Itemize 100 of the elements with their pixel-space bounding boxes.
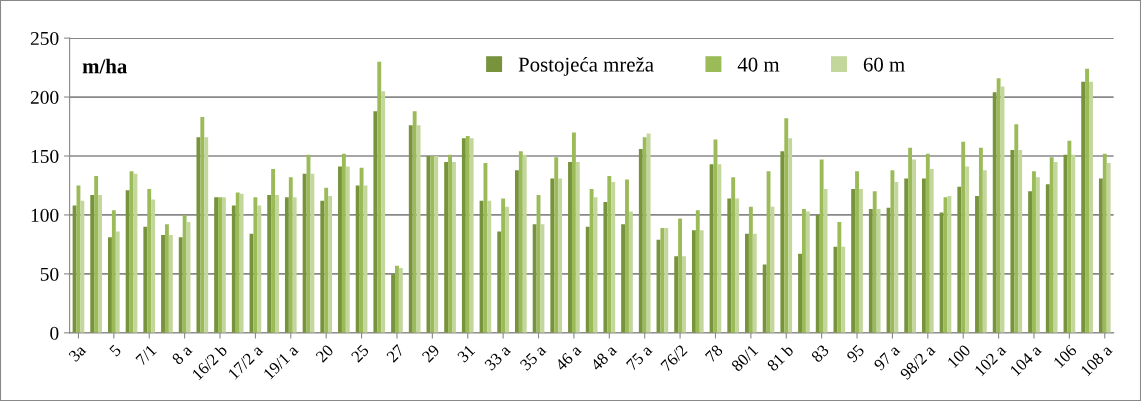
bar	[992, 92, 997, 333]
x-tick-label: 106	[1053, 343, 1078, 369]
bar	[275, 194, 279, 333]
bar	[328, 196, 333, 333]
bar	[161, 234, 165, 333]
bar	[469, 138, 474, 333]
bar	[585, 226, 590, 333]
bar	[359, 167, 364, 333]
x-tick-label: 17/2 a	[227, 343, 264, 380]
bar	[147, 189, 152, 333]
x-tick-label: 104 a	[1009, 343, 1043, 377]
bar	[957, 186, 962, 333]
y-tick-label: 150	[31, 149, 59, 163]
bar	[151, 199, 156, 333]
bar	[310, 173, 315, 333]
bar	[996, 78, 1001, 333]
legend-label: 40 m	[737, 57, 780, 72]
bar	[841, 246, 846, 333]
bar	[338, 166, 342, 333]
bar	[465, 135, 470, 333]
bar	[798, 253, 802, 333]
bar	[554, 157, 559, 333]
bar	[1081, 81, 1086, 333]
x-tick-label: 75 a	[625, 343, 653, 371]
x-tick-label: 98/2 a	[899, 343, 936, 381]
x-tick-label: 25	[350, 344, 370, 363]
bar	[501, 198, 506, 333]
y-tick-label: 100	[31, 208, 59, 222]
bar	[1028, 191, 1033, 333]
bar	[412, 111, 417, 333]
bar	[961, 141, 966, 333]
bar	[111, 210, 116, 333]
bar	[271, 168, 276, 333]
bar	[320, 200, 325, 333]
bar	[284, 197, 289, 333]
bar	[461, 138, 466, 333]
bar	[947, 196, 952, 333]
bar	[288, 177, 293, 333]
bar	[819, 159, 824, 333]
bar	[735, 198, 740, 333]
bar	[253, 197, 258, 333]
bar	[168, 234, 173, 333]
bar	[762, 264, 767, 333]
x-tick-label: 8 a	[171, 343, 193, 366]
bar	[1085, 68, 1090, 333]
bar	[868, 209, 873, 333]
bar	[660, 227, 665, 333]
bar	[748, 206, 753, 333]
bar	[532, 224, 537, 333]
bar	[805, 211, 810, 333]
bar	[575, 161, 580, 333]
bar	[483, 163, 488, 333]
x-tick-label: 46 a	[554, 343, 583, 372]
bar	[345, 166, 350, 333]
bar	[373, 111, 378, 333]
bar	[108, 237, 112, 333]
legend-label: 60 m	[863, 57, 905, 72]
y-tick-label: 250	[30, 31, 59, 46]
bar	[872, 191, 877, 333]
bar	[98, 194, 102, 333]
bar	[1089, 81, 1093, 333]
bar	[80, 200, 85, 333]
bar	[214, 197, 219, 333]
bar	[430, 155, 435, 333]
bar	[451, 161, 456, 333]
bar	[975, 196, 979, 333]
bar	[267, 194, 272, 333]
bar	[929, 168, 934, 333]
bar	[302, 173, 307, 333]
bar	[235, 192, 240, 333]
x-tick-label: 27	[386, 343, 405, 363]
bar	[727, 198, 732, 333]
bar	[876, 209, 881, 333]
bar	[678, 218, 683, 333]
x-tick-label: 20	[315, 344, 335, 363]
y-tick-label: 0	[50, 326, 59, 340]
bar	[682, 256, 686, 333]
bar	[780, 151, 785, 333]
bar	[611, 181, 616, 333]
bar	[505, 206, 509, 333]
bar	[858, 189, 863, 333]
bar	[1049, 157, 1054, 333]
bar	[766, 171, 771, 333]
bar	[664, 227, 669, 333]
bar	[638, 148, 643, 333]
bar	[196, 137, 201, 333]
bar	[558, 178, 563, 333]
bar	[890, 170, 895, 333]
x-tick-label: 7/1	[135, 344, 157, 366]
bar	[568, 161, 572, 333]
x-tick-label: 83	[810, 344, 830, 363]
bar	[408, 125, 413, 333]
bar	[398, 267, 403, 333]
bar	[377, 61, 382, 333]
bar	[752, 233, 757, 333]
x-tick-label: 100	[946, 344, 972, 369]
bar	[1098, 178, 1103, 333]
bar	[444, 161, 449, 333]
bar	[621, 224, 626, 333]
bar	[908, 147, 913, 333]
